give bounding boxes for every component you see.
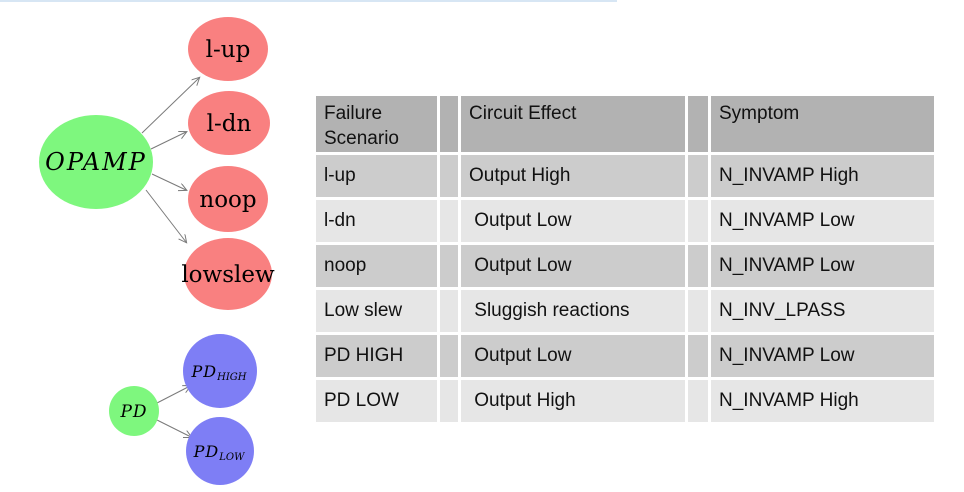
cell-spacer-1 (440, 335, 458, 377)
cell-circuit-effect: Output Low (461, 335, 685, 377)
node-pd-high-circle (183, 334, 257, 408)
node-l-up-ellipse (188, 17, 268, 81)
table-header-circuit-effect: Circuit Effect (461, 96, 685, 152)
failure-table: Failure Scenario Circuit Effect Symptom … (316, 96, 934, 422)
node-pd-circle (109, 386, 159, 436)
cell-failure-scenario: l-up (316, 155, 437, 197)
arrow-opamp-ldn (150, 132, 186, 150)
node-pd-high-label: PDHIGH (191, 362, 247, 383)
table-header-spacer-2 (688, 96, 708, 152)
node-opamp: OPAMP (39, 115, 153, 209)
cell-symptom: N_INVAMP High (711, 380, 934, 422)
node-lowslew-ellipse (184, 238, 272, 310)
node-opamp-label: OPAMP (45, 148, 147, 176)
cell-symptom: N_INVAMP High (711, 155, 934, 197)
window-top-edge-line (0, 0, 617, 2)
cell-circuit-effect: Output Low (461, 245, 685, 287)
pd-arrows (156, 386, 191, 437)
arrow-opamp-lowslew (145, 189, 186, 242)
cell-spacer-2 (688, 200, 708, 242)
node-pd-low-label: PDLOW (193, 442, 245, 463)
node-l-up: l-up (188, 17, 268, 81)
cell-circuit-effect: Sluggish reactions (461, 290, 685, 332)
cell-spacer-1 (440, 290, 458, 332)
node-pd: PD (109, 386, 159, 436)
cell-spacer-2 (688, 245, 708, 287)
cell-spacer-2 (688, 380, 708, 422)
arrow-opamp-noop (151, 173, 186, 190)
arrow-pd-pdhigh (156, 386, 190, 404)
node-lowslew-label: lowslew (181, 262, 275, 288)
cell-failure-scenario: Low slew (316, 290, 437, 332)
cell-spacer-1 (440, 155, 458, 197)
cell-symptom: N_INV_LPASS (711, 290, 934, 332)
opamp-arrows (141, 78, 199, 242)
node-noop-label: noop (199, 187, 256, 213)
cell-failure-scenario: PD HIGH (316, 335, 437, 377)
cell-failure-scenario: PD LOW (316, 380, 437, 422)
cell-circuit-effect: Output High (461, 155, 685, 197)
cell-circuit-effect: Output High (461, 380, 685, 422)
node-pd-low-circle (186, 417, 254, 485)
node-l-dn-label: l-dn (207, 111, 252, 137)
cell-spacer-2 (688, 290, 708, 332)
fault-tree-diagram: OPAMP l-up l-dn noop lowslew PD PDHIGH P… (39, 17, 275, 485)
node-l-up-label: l-up (206, 37, 251, 63)
table-header-failure-scenario: Failure Scenario (316, 96, 437, 152)
arrow-opamp-lup (141, 78, 199, 134)
table-header-spacer-1 (440, 96, 458, 152)
arrow-pd-pdlow (156, 419, 191, 437)
node-noop-ellipse (188, 166, 268, 232)
cell-circuit-effect: Output Low (461, 200, 685, 242)
cell-spacer-1 (440, 380, 458, 422)
cell-spacer-2 (688, 155, 708, 197)
node-opamp-ellipse (39, 115, 153, 209)
cell-symptom: N_INVAMP Low (711, 200, 934, 242)
node-pd-low: PDLOW (186, 417, 254, 485)
cell-symptom: N_INVAMP Low (711, 335, 934, 377)
node-pd-label: PD (119, 402, 147, 422)
table-header-symptom: Symptom (711, 96, 934, 152)
node-pd-high: PDHIGH (183, 334, 257, 408)
cell-spacer-1 (440, 245, 458, 287)
cell-symptom: N_INVAMP Low (711, 245, 934, 287)
cell-spacer-2 (688, 335, 708, 377)
node-l-dn: l-dn (188, 91, 270, 155)
node-l-dn-ellipse (188, 91, 270, 155)
cell-spacer-1 (440, 200, 458, 242)
cell-failure-scenario: l-dn (316, 200, 437, 242)
node-noop: noop (188, 166, 268, 232)
cell-failure-scenario: noop (316, 245, 437, 287)
node-lowslew: lowslew (181, 238, 275, 310)
